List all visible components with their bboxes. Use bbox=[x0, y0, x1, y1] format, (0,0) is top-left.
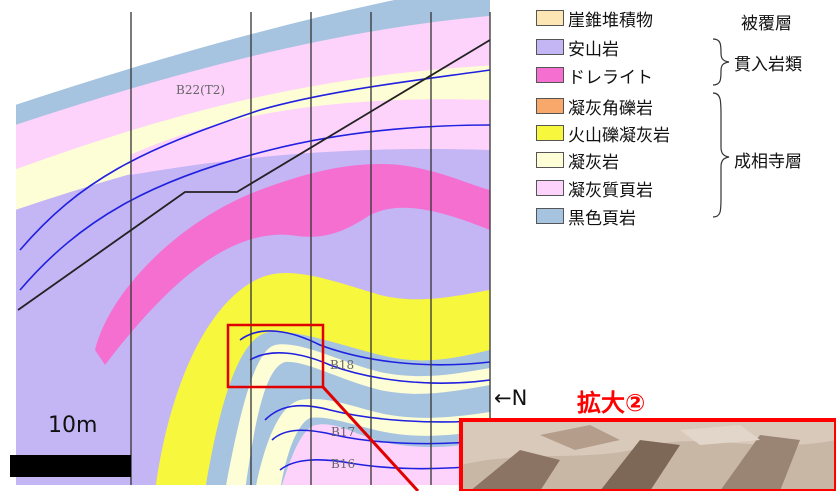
scale-label: 10m bbox=[48, 413, 98, 438]
borehole-label-b22: B22(T2) bbox=[176, 83, 226, 97]
legend-swatch bbox=[536, 39, 564, 55]
legend-swatch bbox=[536, 67, 564, 83]
zoom-label: 拡大② bbox=[577, 389, 646, 417]
excavation-line bbox=[17, 39, 491, 311]
legend-label: ドレライト bbox=[568, 67, 653, 88]
legend-swatch bbox=[536, 152, 564, 168]
legend-item: 火山礫凝灰岩 bbox=[536, 122, 670, 146]
borehole-label-b18: B18 bbox=[330, 358, 355, 372]
legend-item: 凝灰岩 bbox=[536, 149, 619, 173]
legend-label: 火山礫凝灰岩 bbox=[568, 125, 670, 146]
grid-lines bbox=[130, 12, 491, 485]
legend-swatch bbox=[536, 125, 564, 141]
zoom-leader bbox=[321, 385, 420, 491]
group-label-cover: 被覆層 bbox=[741, 14, 792, 34]
brace-formation bbox=[712, 92, 730, 218]
borehole-label-b16: B16 bbox=[331, 457, 356, 471]
zoom-photo-inset bbox=[459, 418, 836, 491]
dolerite-body bbox=[95, 164, 490, 365]
legend-swatch bbox=[536, 10, 564, 26]
legend-item: ドレライト bbox=[536, 64, 653, 88]
legend-item: 凝灰角礫岩 bbox=[536, 95, 653, 119]
group-label-formation: 成相寺層 bbox=[734, 152, 802, 172]
legend-label: 崖錐堆積物 bbox=[568, 10, 653, 31]
contact-lines bbox=[19, 69, 490, 471]
brace-intrusive bbox=[712, 38, 730, 86]
scale-bar bbox=[10, 455, 131, 477]
legend-item: 安山岩 bbox=[536, 36, 619, 60]
legend-swatch bbox=[536, 98, 564, 114]
group-label-intrusive: 貫入岩類 bbox=[734, 55, 802, 75]
tuffaceous-shale-wedge bbox=[130, 99, 490, 175]
borehole-label-b17: B17 bbox=[331, 425, 356, 439]
legend-label: 安山岩 bbox=[568, 39, 619, 60]
zoom-box bbox=[226, 323, 325, 389]
legend-item: 凝灰質頁岩 bbox=[536, 177, 653, 201]
north-arrow-label: ←N bbox=[494, 386, 528, 410]
legend-label: 凝灰角礫岩 bbox=[568, 98, 653, 119]
legend-label: 凝灰質頁岩 bbox=[568, 180, 653, 201]
legend-label: 凝灰岩 bbox=[568, 152, 619, 173]
legend-swatch bbox=[536, 208, 564, 224]
legend-braces bbox=[712, 38, 730, 218]
legend-item: 崖錐堆積物 bbox=[536, 7, 653, 31]
legend-item: 黒色頁岩 bbox=[536, 205, 636, 229]
tuff-strip-1 bbox=[226, 344, 490, 485]
legend-swatch bbox=[536, 180, 564, 196]
legend-label: 黒色頁岩 bbox=[568, 208, 636, 229]
